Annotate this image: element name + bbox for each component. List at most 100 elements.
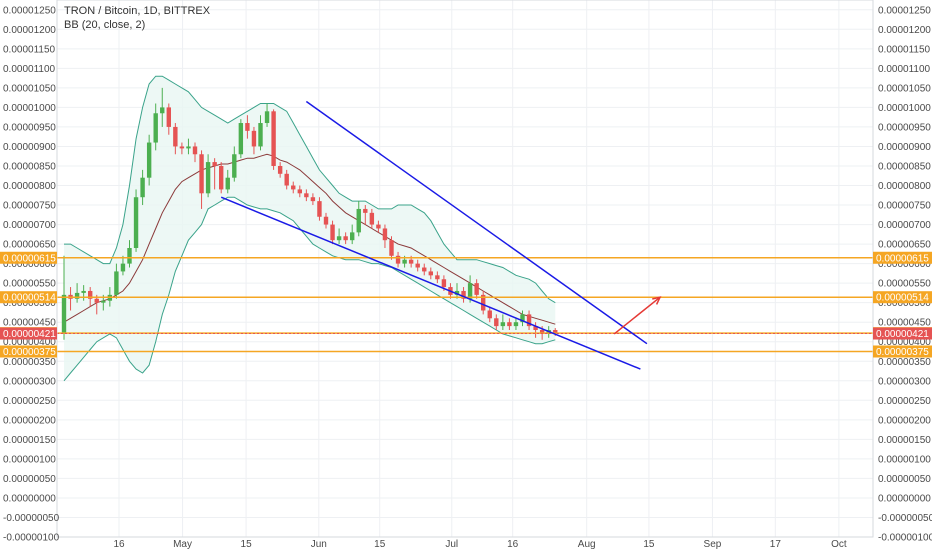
- candle-body: [500, 322, 506, 327]
- x-tick-label: Jun: [311, 539, 327, 550]
- candle-body: [526, 314, 532, 327]
- y-tick-label-right: 0.00001250: [878, 5, 931, 16]
- x-tick-label: 15: [374, 539, 386, 550]
- level-tag-left: [0, 251, 57, 264]
- x-tick-label: 17: [770, 539, 782, 550]
- candle: [297, 185, 302, 198]
- y-tick-label-right: 0.00000850: [878, 161, 931, 172]
- level-tag-left-text: 0.00000514: [3, 293, 56, 304]
- level-tag-right-text: 0.00000615: [876, 253, 929, 264]
- candle: [186, 138, 191, 155]
- candle: [232, 146, 237, 182]
- candle: [507, 318, 512, 331]
- y-tick-label-right: 0.00000200: [878, 415, 931, 426]
- level-tag-left-text: 0.00000615: [3, 253, 56, 264]
- y-tick-label-left: -0.00000100: [3, 533, 60, 544]
- candle-body: [160, 107, 165, 114]
- candle-body: [146, 142, 152, 178]
- y-tick-label-left: 0.00000950: [3, 122, 56, 133]
- y-tick-label-left: 0.00000350: [3, 357, 56, 368]
- candle-body: [441, 279, 447, 288]
- y-tick-label-right: 0.00000500: [878, 298, 931, 309]
- candle-body: [94, 298, 99, 303]
- candle: [238, 119, 244, 159]
- candle: [166, 103, 171, 135]
- candle-body: [101, 300, 106, 303]
- candle: [310, 193, 316, 206]
- candle: [428, 267, 433, 280]
- bb-fill: [64, 76, 556, 381]
- candle: [435, 271, 440, 284]
- y-tick-label-left: 0.00000300: [3, 376, 56, 387]
- candle-body: [481, 294, 486, 311]
- candle-body: [382, 228, 388, 241]
- candle: [146, 134, 152, 186]
- level-tag-left: [0, 291, 57, 304]
- candle-body: [356, 208, 361, 233]
- candle: [271, 109, 276, 170]
- candle: [94, 294, 99, 315]
- candle: [317, 197, 322, 221]
- candle-body: [179, 146, 185, 149]
- bollinger-band-fill: [64, 76, 556, 381]
- level-tag-right-text: 0.00000375: [876, 347, 929, 358]
- y-tick-label-right: 0.00000750: [878, 201, 931, 212]
- y-tick-label-left: 0.00000650: [3, 240, 56, 251]
- y-tick-label-right: 0.00000700: [878, 220, 931, 231]
- y-tick-label-right: 0.00000300: [878, 376, 931, 387]
- y-tick-label-left: 0.00000100: [3, 454, 56, 465]
- y-tick-label-right: 0.00000600: [878, 259, 931, 270]
- candle-body: [461, 290, 466, 299]
- candle: [467, 275, 473, 303]
- candle: [356, 201, 361, 237]
- candle-body: [173, 126, 178, 147]
- candle: [179, 142, 185, 155]
- candle-body: [323, 216, 329, 225]
- candle-body: [245, 123, 250, 131]
- candle: [513, 318, 519, 331]
- candle-body: [133, 197, 139, 248]
- candle-body: [428, 271, 433, 276]
- y-tick-label-left: 0.00001000: [3, 103, 56, 114]
- projection-arrow: [613, 296, 661, 335]
- level-tag-left-text: 0.00000375: [3, 347, 56, 358]
- candle: [474, 279, 479, 299]
- bb-lower-line: [63, 196, 556, 382]
- y-tick-label-right: 0.00000550: [878, 279, 931, 290]
- level-tag-right-text: 0.00000514: [876, 293, 929, 304]
- candle: [277, 162, 283, 178]
- last-price-tag-left: [0, 327, 57, 340]
- candle-body: [74, 292, 80, 299]
- candle: [74, 283, 80, 303]
- candle: [304, 189, 309, 202]
- y-tick-label-left: 0.00000750: [3, 201, 56, 212]
- trend-line: [220, 196, 641, 370]
- candle: [343, 232, 348, 245]
- y-tick-label-right: 0.00000900: [878, 142, 931, 153]
- axes: 0.00001250 0.00001250 0.00001200 0.00001200…: [3, 0, 932, 550]
- candle-body: [343, 236, 348, 241]
- candle-body: [317, 201, 322, 217]
- y-tick-label-left: 0.00001250: [3, 5, 56, 16]
- candles: [61, 87, 558, 340]
- candle-body: [422, 267, 427, 272]
- indicator-lines: [63, 75, 556, 382]
- candle: [199, 150, 204, 209]
- candle-body: [454, 290, 460, 295]
- y-tick-label-right: -0.00000100: [878, 533, 932, 544]
- candle-body: [238, 123, 244, 155]
- trend-lines: [220, 100, 662, 370]
- last-price-tag-right-text: 0.00000421: [876, 329, 929, 340]
- candle: [533, 322, 538, 338]
- candle: [153, 103, 158, 151]
- y-tick-label-left: 0.00000000: [3, 493, 56, 504]
- candle: [258, 115, 263, 151]
- y-tick-label-left: 0.00000900: [3, 142, 56, 153]
- candle-body: [258, 123, 263, 147]
- y-tick-label-right: 0.00000350: [878, 357, 931, 368]
- y-tick-label-left: 0.00000200: [3, 415, 56, 426]
- candle: [114, 263, 119, 299]
- candle: [127, 240, 132, 268]
- candle-body: [474, 283, 479, 295]
